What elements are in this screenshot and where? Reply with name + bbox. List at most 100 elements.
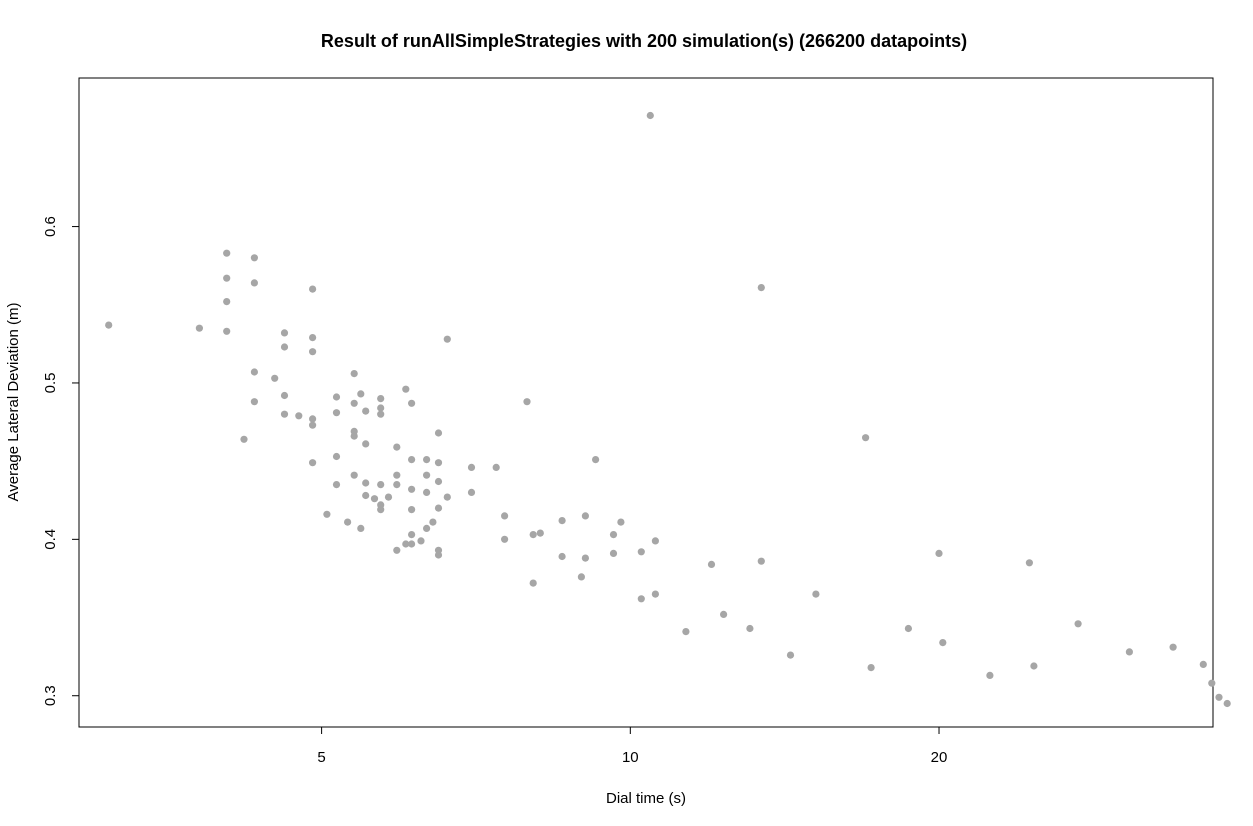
data-point	[707, 560, 716, 569]
data-point	[362, 479, 370, 487]
data-point	[332, 481, 341, 489]
y-tick-label: 0.6	[42, 216, 59, 237]
data-point	[309, 459, 317, 467]
x-tick-label: 10	[622, 749, 639, 766]
data-point	[434, 551, 443, 559]
data-point	[1215, 693, 1223, 701]
data-point	[617, 518, 625, 526]
data-point	[1125, 648, 1133, 656]
data-point	[1223, 699, 1231, 708]
data-point	[1208, 679, 1216, 687]
data-point	[350, 370, 358, 378]
data-point	[332, 393, 341, 401]
data-point	[377, 481, 385, 489]
data-point	[393, 481, 401, 489]
data-point	[581, 554, 590, 562]
data-point	[1025, 559, 1033, 567]
data-point	[309, 415, 317, 423]
data-point	[362, 440, 370, 448]
data-point	[271, 374, 279, 382]
data-point	[536, 529, 544, 537]
data-point	[105, 321, 113, 329]
y-tick-label: 0.3	[42, 685, 59, 706]
y-tick-label: 0.5	[42, 373, 59, 394]
data-point	[423, 524, 431, 533]
data-point	[195, 324, 203, 332]
data-point	[423, 456, 431, 464]
data-point	[402, 385, 410, 393]
data-point	[423, 488, 431, 496]
data-point	[558, 552, 566, 561]
data-point	[1169, 643, 1177, 651]
data-point	[250, 279, 258, 287]
data-point	[467, 463, 476, 471]
data-point	[935, 549, 943, 558]
data-point	[609, 531, 618, 539]
plot-frame	[78, 77, 1214, 728]
data-point	[581, 512, 590, 520]
data-point	[408, 540, 416, 548]
data-point	[434, 429, 443, 437]
data-point	[986, 671, 994, 680]
data-point	[309, 285, 317, 293]
data-point	[646, 111, 654, 120]
data-point	[240, 435, 248, 443]
data-point	[651, 537, 660, 545]
data-point	[1074, 620, 1082, 628]
x-tick-label: 20	[931, 749, 948, 766]
data-point	[295, 412, 303, 420]
data-point	[492, 463, 500, 471]
data-point	[280, 329, 289, 337]
data-point	[309, 334, 317, 342]
data-point	[377, 410, 385, 418]
data-point	[408, 456, 416, 464]
data-point	[757, 284, 765, 292]
data-point	[867, 664, 875, 672]
data-point	[558, 517, 566, 525]
data-point	[309, 421, 317, 429]
data-point	[280, 391, 289, 400]
data-point	[529, 531, 537, 539]
data-point	[332, 452, 341, 461]
data-point	[408, 399, 416, 407]
data-point	[250, 398, 258, 406]
data-point	[223, 249, 231, 257]
data-point	[423, 471, 431, 479]
data-point	[1030, 662, 1038, 670]
data-point	[609, 549, 618, 558]
data-point	[309, 348, 317, 356]
data-point	[357, 390, 365, 398]
data-point	[408, 531, 416, 539]
data-point	[682, 628, 690, 636]
data-point	[223, 327, 231, 335]
y-axis-label: Average Lateral Deviation (m)	[5, 303, 22, 502]
x-tick-label: 5	[317, 749, 325, 766]
data-point	[746, 624, 754, 633]
data-point	[443, 493, 451, 501]
data-point	[720, 610, 728, 619]
data-point	[377, 506, 385, 514]
data-point	[393, 546, 401, 554]
y-tick-label: 0.4	[42, 529, 59, 550]
data-point	[862, 434, 870, 442]
data-point	[904, 624, 913, 633]
data-point	[501, 535, 509, 543]
data-point	[350, 471, 358, 479]
data-point	[757, 557, 765, 565]
data-point	[434, 459, 443, 467]
data-point	[637, 548, 645, 556]
data-point	[523, 398, 531, 406]
data-point	[344, 518, 352, 526]
data-point	[362, 407, 370, 415]
data-point	[429, 518, 437, 526]
data-point	[350, 432, 358, 440]
data-point	[250, 368, 258, 376]
data-point	[408, 485, 416, 493]
chart-title: Result of runAllSimpleStrategies with 20…	[321, 31, 967, 51]
data-point	[529, 579, 537, 587]
x-axis-label: Dial time (s)	[606, 790, 686, 807]
y-axis: 0.3 0.4 0.5 0.6	[42, 216, 80, 706]
data-point	[323, 510, 331, 518]
data-point	[357, 524, 365, 533]
